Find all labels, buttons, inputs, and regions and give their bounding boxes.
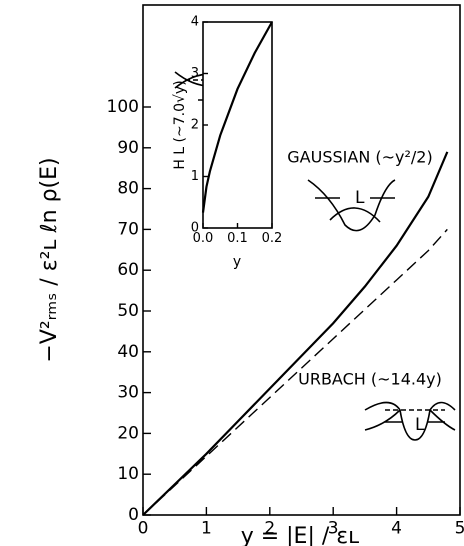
sketch-gaussian <box>307 179 396 232</box>
y-tick-label: 100 <box>107 97 139 117</box>
y-tick-label: 0 <box>191 221 199 236</box>
x-tick-label: 1 <box>201 519 212 539</box>
plot-frame <box>202 21 273 229</box>
y-tick-label: 90 <box>117 138 139 158</box>
y-tick-label: 20 <box>117 423 139 443</box>
y-tick-label: 0 <box>128 505 139 525</box>
y-tick-label: 50 <box>117 301 139 321</box>
annotation: L <box>355 188 365 208</box>
x-tick-label: 2 <box>264 519 275 539</box>
y-tick-label: 3 <box>191 66 199 81</box>
y-tick-label: 4 <box>191 15 199 30</box>
plot-frame <box>142 4 461 516</box>
x-tick-label: 3 <box>328 519 339 539</box>
annotation: L <box>415 415 425 435</box>
y-tick-label: 1 <box>191 169 199 184</box>
annotation: GAUSSIAN (~y²/2) <box>287 148 432 167</box>
annotation: URBACH (~14.4y) <box>298 370 442 389</box>
y-tick-label: 2 <box>191 118 199 133</box>
series-line <box>201 21 273 213</box>
x-axis-label: y <box>233 254 241 270</box>
y-tick-label: 60 <box>117 260 139 280</box>
x-tick-label: 0.0 <box>193 231 214 246</box>
y-tick-label: 10 <box>117 464 139 484</box>
x-tick-label: 0.2 <box>262 231 283 246</box>
series-line <box>142 151 449 516</box>
y-tick-label: 80 <box>117 179 139 199</box>
x-tick-label: 5 <box>455 519 464 539</box>
x-tick-label: 0.1 <box>227 231 248 246</box>
y-tick-label: 30 <box>117 383 139 403</box>
series-line <box>142 228 448 516</box>
y-axis-label: H L (~7.0√y) <box>172 80 188 169</box>
x-tick-label: 0 <box>138 519 149 539</box>
x-axis-label: y = |E| / εʟ <box>241 524 360 546</box>
y-tick-label: 70 <box>117 219 139 239</box>
y-tick-label: 40 <box>117 342 139 362</box>
x-tick-label: 4 <box>391 519 402 539</box>
sketches <box>174 71 456 441</box>
y-axis-label: −V²ᵣₘₛ / ε²ʟ ℓn ρ(E) <box>37 157 62 362</box>
